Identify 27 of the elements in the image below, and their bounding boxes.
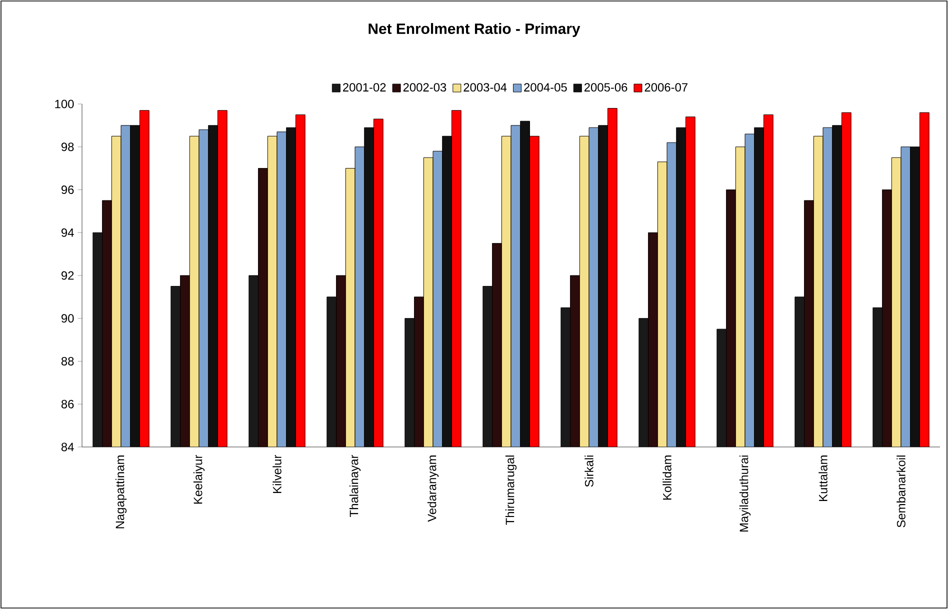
x-tick-label: Vedaranyam <box>427 456 439 522</box>
x-tick-label: Sirkali <box>584 456 594 487</box>
y-tick-label: 98 <box>62 142 74 152</box>
y-tick-label: 96 <box>62 186 74 194</box>
y-tick-label: 100 <box>55 100 74 108</box>
legend-label: 2004-05 <box>524 83 567 92</box>
y-tick-label: 94 <box>62 228 74 237</box>
x-tick-label: Kollidam <box>662 456 672 500</box>
x-tick-label: Thirumarugal <box>505 456 517 525</box>
y-tick-label: 84 <box>61 442 74 452</box>
y-tick-label: 86 <box>61 400 74 408</box>
x-tick-label: Sembanarkoil <box>896 456 906 528</box>
legend-label: 2001-02 <box>343 83 386 92</box>
legend-label: 2003-04 <box>464 83 507 92</box>
y-tick-label: 88 <box>61 357 74 366</box>
x-tick-label: Kuttalam <box>818 456 828 501</box>
x-tick-label: Mayiladuthurai <box>739 456 751 532</box>
y-tick-label: 92 <box>62 271 74 280</box>
x-tick-label: Nagapattinam <box>115 456 127 528</box>
x-tick-label: Kilvelur <box>272 454 282 493</box>
legend-label: 2005-06 <box>584 83 628 92</box>
legend-label: 2002-03 <box>403 83 446 92</box>
x-tick-label: Thalainayar <box>349 454 361 517</box>
chart-title: Net Enrolment Ratio - Primary <box>368 23 580 37</box>
y-tick-label: 90 <box>62 314 74 323</box>
x-tick-label: Keelaiyur <box>193 454 205 504</box>
legend-label: 2006-07 <box>644 83 688 92</box>
